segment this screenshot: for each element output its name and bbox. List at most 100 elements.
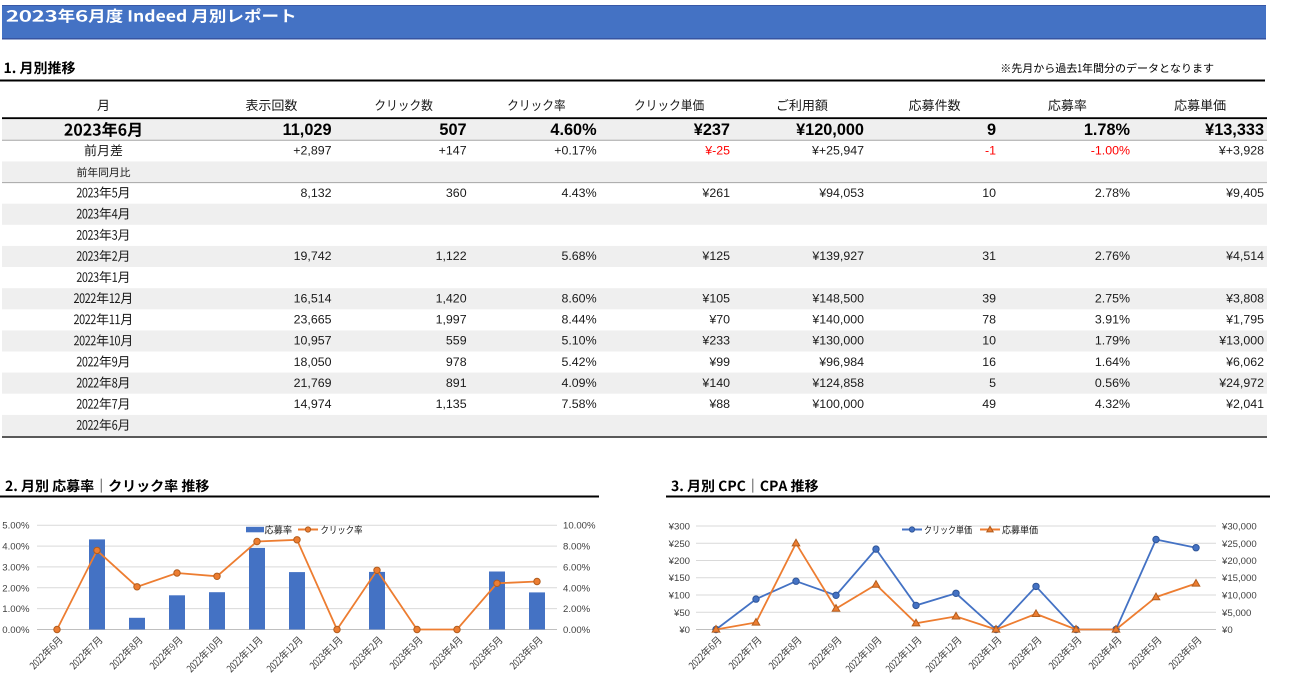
svg-text:1.64%: 1.64% [1095, 355, 1130, 369]
svg-text:4.00%: 4.00% [2, 542, 30, 553]
svg-text:¥0: ¥0 [678, 625, 690, 636]
svg-text:¥10,000: ¥10,000 [1221, 591, 1257, 602]
svg-text:¥50: ¥50 [673, 608, 690, 619]
svg-text:2.75%: 2.75% [1095, 291, 1130, 305]
svg-text:8,132: 8,132 [300, 186, 331, 200]
svg-text:5.00%: 5.00% [2, 521, 30, 532]
svg-text:1,122: 1,122 [436, 249, 467, 263]
svg-text:¥4,514: ¥4,514 [1225, 249, 1264, 263]
svg-text:10: 10 [982, 186, 996, 200]
svg-text:1.78%: 1.78% [1084, 121, 1131, 139]
svg-text:¥25,000: ¥25,000 [1221, 539, 1257, 550]
svg-text:5.42%: 5.42% [561, 355, 596, 369]
svg-text:¥150: ¥150 [668, 573, 690, 584]
svg-text:23,665: 23,665 [294, 313, 332, 327]
svg-text:78: 78 [982, 313, 996, 327]
svg-text:891: 891 [446, 376, 467, 390]
svg-text:1.00%: 1.00% [2, 604, 30, 615]
svg-text:¥105: ¥105 [701, 291, 730, 305]
svg-text:¥20,000: ¥20,000 [1221, 556, 1257, 567]
svg-text:¥261: ¥261 [701, 186, 730, 200]
svg-text:¥100,000: ¥100,000 [811, 397, 864, 411]
svg-text:2.00%: 2.00% [2, 583, 30, 594]
svg-text:¥148,500: ¥148,500 [811, 291, 864, 305]
svg-text:2.76%: 2.76% [1095, 249, 1130, 263]
svg-text:0.00%: 0.00% [563, 625, 591, 636]
svg-text:16,514: 16,514 [294, 291, 332, 305]
svg-text:4.32%: 4.32% [1095, 397, 1130, 411]
svg-text:8.00%: 8.00% [563, 542, 591, 553]
svg-text:1.79%: 1.79% [1095, 334, 1130, 348]
svg-text:¥124,858: ¥124,858 [811, 376, 864, 390]
svg-text:978: 978 [446, 355, 467, 369]
svg-text:559: 559 [446, 334, 467, 348]
svg-text:¥30,000: ¥30,000 [1221, 522, 1257, 533]
svg-text:1,997: 1,997 [436, 313, 467, 327]
svg-text:¥24,972: ¥24,972 [1218, 376, 1264, 390]
svg-text:¥+25,947: ¥+25,947 [811, 144, 864, 158]
svg-text:¥233: ¥233 [701, 334, 730, 348]
svg-text:¥99: ¥99 [708, 355, 730, 369]
svg-text:0.56%: 0.56% [1095, 376, 1130, 390]
svg-text:¥140: ¥140 [701, 376, 730, 390]
svg-text:49: 49 [982, 397, 996, 411]
svg-text:¥237: ¥237 [694, 121, 730, 139]
svg-text:¥130,000: ¥130,000 [811, 334, 864, 348]
svg-text:¥2,041: ¥2,041 [1225, 397, 1264, 411]
svg-text:21,769: 21,769 [294, 376, 332, 390]
svg-text:360: 360 [446, 186, 467, 200]
svg-text:¥3,808: ¥3,808 [1225, 291, 1264, 305]
svg-text:¥13,333: ¥13,333 [1205, 121, 1264, 139]
svg-text:4.43%: 4.43% [561, 186, 596, 200]
svg-text:10,957: 10,957 [294, 334, 332, 348]
svg-text:¥125: ¥125 [701, 249, 730, 263]
svg-text:18,050: 18,050 [294, 355, 332, 369]
svg-text:¥1,795: ¥1,795 [1225, 313, 1264, 327]
svg-text:¥96,984: ¥96,984 [818, 355, 864, 369]
svg-text:1,135: 1,135 [436, 397, 467, 411]
svg-text:¥70: ¥70 [708, 313, 730, 327]
svg-text:¥0: ¥0 [1221, 625, 1233, 636]
svg-text:4.09%: 4.09% [561, 376, 596, 390]
svg-text:4.60%: 4.60% [550, 121, 597, 139]
svg-text:¥13,000: ¥13,000 [1218, 334, 1264, 348]
svg-text:¥139,927: ¥139,927 [811, 249, 864, 263]
svg-text:+147: +147 [439, 144, 467, 158]
svg-text:¥88: ¥88 [708, 397, 730, 411]
svg-text:¥-25: ¥-25 [704, 144, 730, 158]
svg-text:¥250: ¥250 [668, 539, 690, 550]
svg-text:10.00%: 10.00% [563, 521, 596, 532]
svg-text:2.78%: 2.78% [1095, 186, 1130, 200]
svg-text:5: 5 [989, 376, 996, 390]
svg-text:¥15,000: ¥15,000 [1221, 573, 1257, 584]
svg-text:1,420: 1,420 [436, 291, 467, 305]
svg-text:39: 39 [982, 291, 996, 305]
svg-text:507: 507 [439, 121, 466, 139]
svg-text:5.68%: 5.68% [561, 249, 596, 263]
svg-text:14,974: 14,974 [294, 397, 332, 411]
svg-text:¥100: ¥100 [668, 591, 690, 602]
svg-text:-1: -1 [985, 144, 996, 158]
svg-text:¥300: ¥300 [668, 522, 690, 533]
svg-text:¥+3,928: ¥+3,928 [1218, 144, 1264, 158]
svg-text:8.60%: 8.60% [561, 291, 596, 305]
svg-text:+0.17%: +0.17% [554, 144, 596, 158]
svg-text:19,742: 19,742 [294, 249, 332, 263]
svg-text:3.91%: 3.91% [1095, 313, 1130, 327]
svg-text:5.10%: 5.10% [561, 334, 596, 348]
svg-text:2.00%: 2.00% [563, 604, 591, 615]
svg-text:16: 16 [982, 355, 996, 369]
svg-text:¥9,405: ¥9,405 [1225, 186, 1264, 200]
svg-text:¥94,053: ¥94,053 [818, 186, 864, 200]
svg-text:11,029: 11,029 [283, 121, 332, 139]
svg-text:+2,897: +2,897 [293, 144, 331, 158]
svg-text:7.58%: 7.58% [561, 397, 596, 411]
svg-text:31: 31 [982, 249, 996, 263]
svg-text:¥140,000: ¥140,000 [811, 313, 864, 327]
svg-text:8.44%: 8.44% [561, 313, 596, 327]
svg-text:6.00%: 6.00% [563, 562, 591, 573]
svg-text:¥6,062: ¥6,062 [1225, 355, 1264, 369]
svg-text:¥200: ¥200 [668, 556, 690, 567]
svg-text:3.00%: 3.00% [2, 562, 30, 573]
svg-text:10: 10 [982, 334, 996, 348]
